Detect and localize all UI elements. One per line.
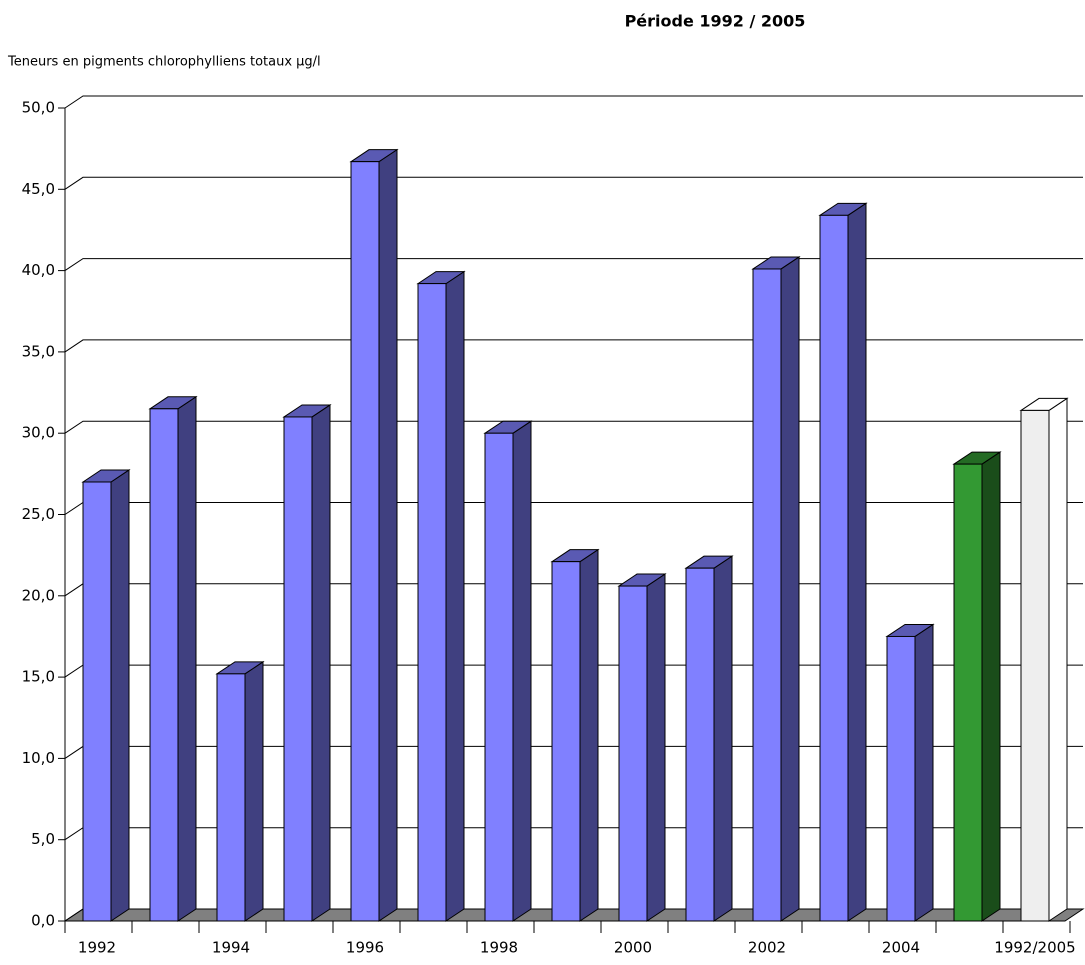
x-tick-label: 1994 bbox=[212, 939, 250, 957]
bar bbox=[819, 214, 849, 922]
bar-side bbox=[512, 420, 532, 922]
bar-side bbox=[1048, 397, 1068, 922]
y-tick-label: 40,0 bbox=[22, 261, 55, 279]
bar bbox=[551, 561, 581, 922]
bar-side bbox=[981, 451, 1001, 922]
bar-side bbox=[780, 256, 800, 922]
bar bbox=[149, 408, 179, 922]
bar bbox=[350, 161, 380, 922]
grid-line bbox=[64, 176, 1083, 190]
y-tick-label: 30,0 bbox=[22, 424, 55, 442]
bar-side bbox=[378, 148, 398, 922]
bar-side bbox=[244, 660, 264, 922]
y-tick-label: 35,0 bbox=[22, 342, 55, 360]
bar bbox=[953, 463, 983, 922]
bar-side bbox=[110, 469, 130, 922]
bar-side bbox=[445, 270, 465, 922]
bar bbox=[685, 567, 715, 922]
x-tick-label: 1998 bbox=[480, 939, 518, 957]
bar bbox=[417, 283, 447, 922]
x-tick-label: 2000 bbox=[614, 939, 652, 957]
y-tick-label: 50,0 bbox=[22, 99, 55, 117]
bar-side bbox=[847, 202, 867, 922]
grid-line bbox=[64, 339, 1083, 353]
bar bbox=[484, 432, 514, 922]
x-tick-label: 1992 bbox=[78, 939, 116, 957]
x-tick-label: 1996 bbox=[346, 939, 384, 957]
grid-line bbox=[64, 258, 1083, 272]
grid-line bbox=[64, 95, 1083, 109]
bar-side bbox=[311, 404, 331, 922]
bar-side bbox=[713, 555, 733, 922]
x-tick-label: 2002 bbox=[748, 939, 786, 957]
chart-title: Période 1992 / 2005 bbox=[625, 12, 806, 31]
bar bbox=[216, 673, 246, 922]
y-tick-label: 0,0 bbox=[31, 912, 55, 930]
y-tick-label: 15,0 bbox=[22, 668, 55, 686]
bar-side bbox=[646, 573, 666, 922]
bar bbox=[618, 585, 648, 922]
bar bbox=[752, 268, 782, 922]
grid-line bbox=[64, 420, 1083, 434]
x-tick-label: 1992/2005 bbox=[994, 939, 1075, 957]
bar bbox=[82, 481, 112, 922]
x-tick-label: 2004 bbox=[882, 939, 920, 957]
y-tick-label: 10,0 bbox=[22, 749, 55, 767]
grid-line bbox=[64, 502, 1083, 515]
y-tick-label: 5,0 bbox=[31, 830, 55, 848]
bar bbox=[283, 416, 313, 922]
bar bbox=[1020, 409, 1050, 922]
y-tick-label: 25,0 bbox=[22, 505, 55, 523]
bar-side bbox=[177, 395, 197, 922]
bar-side bbox=[914, 623, 934, 922]
bar-side bbox=[579, 548, 599, 922]
bar bbox=[886, 635, 916, 922]
y-axis-label: Teneurs en pigments chlorophylliens tota… bbox=[7, 55, 321, 70]
y-tick-label: 20,0 bbox=[22, 586, 55, 604]
y-tick-label: 45,0 bbox=[22, 180, 55, 198]
